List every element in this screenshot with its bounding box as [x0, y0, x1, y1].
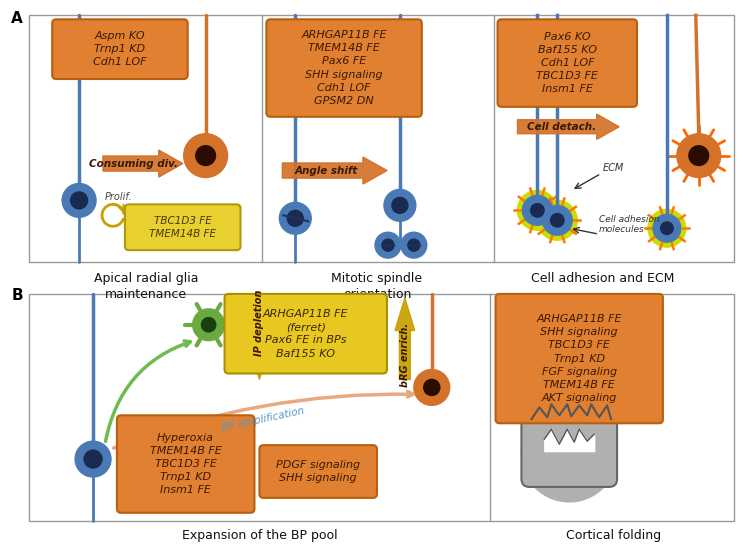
Circle shape — [537, 200, 577, 240]
Text: Pax6 KO
Baf155 KO
Cdh1 LOF
TBC1D3 FE
Insm1 FE: Pax6 KO Baf155 KO Cdh1 LOF TBC1D3 FE Ins… — [536, 32, 598, 95]
Polygon shape — [103, 150, 183, 177]
Circle shape — [62, 184, 96, 217]
Circle shape — [522, 406, 617, 502]
Text: Consuming div.: Consuming div. — [89, 159, 178, 169]
FancyBboxPatch shape — [498, 19, 637, 107]
Circle shape — [84, 450, 102, 468]
Text: Prolif.: Prolif. — [105, 192, 133, 202]
Text: Cell adhesion and ECM: Cell adhesion and ECM — [531, 272, 675, 285]
FancyBboxPatch shape — [259, 445, 377, 498]
Circle shape — [414, 369, 450, 405]
Circle shape — [288, 210, 303, 226]
Circle shape — [542, 205, 572, 235]
Text: TBC1D3 FE
TMEM14B FE: TBC1D3 FE TMEM14B FE — [149, 216, 216, 239]
Text: A: A — [11, 12, 23, 27]
Circle shape — [551, 213, 564, 227]
Text: PDGF signaling
SHH signaling: PDGF signaling SHH signaling — [276, 460, 360, 483]
Circle shape — [531, 204, 544, 217]
Text: Cell detach.: Cell detach. — [527, 122, 596, 132]
Text: Angle shift: Angle shift — [295, 165, 358, 175]
Circle shape — [201, 317, 215, 332]
Text: IP depletion: IP depletion — [254, 289, 265, 356]
Circle shape — [401, 232, 426, 258]
Circle shape — [195, 146, 215, 165]
Polygon shape — [517, 114, 619, 139]
Text: ARHGAP11B FE
TMEM14B FE
Pax6 FE
SHH signaling
Cdh1 LOF
GPSM2 DN: ARHGAP11B FE TMEM14B FE Pax6 FE SHH sign… — [302, 30, 387, 106]
Circle shape — [661, 222, 673, 234]
Text: ARHGAP11B FE
SHH signaling
TBC1D3 FE
Trnp1 KD
FGF signaling
TMEM14B FE
AKT signa: ARHGAP11B FE SHH signaling TBC1D3 FE Trn… — [536, 314, 622, 403]
FancyBboxPatch shape — [267, 19, 422, 117]
Circle shape — [522, 195, 552, 225]
Circle shape — [382, 239, 394, 251]
Circle shape — [384, 190, 416, 221]
Text: Expansion of the BP pool: Expansion of the BP pool — [181, 529, 337, 542]
Polygon shape — [282, 157, 387, 184]
Text: BP amplification: BP amplification — [221, 406, 305, 433]
FancyBboxPatch shape — [224, 294, 387, 373]
Polygon shape — [250, 298, 269, 379]
Text: Cortical folding: Cortical folding — [565, 529, 661, 542]
Circle shape — [648, 210, 686, 247]
Text: B: B — [11, 288, 23, 303]
Circle shape — [279, 202, 311, 234]
Circle shape — [424, 379, 440, 395]
FancyBboxPatch shape — [522, 411, 617, 487]
Text: Aspm KO
Trnp1 KD
Cdh1 LOF: Aspm KO Trnp1 KD Cdh1 LOF — [93, 31, 146, 67]
Circle shape — [392, 197, 408, 213]
Text: Hyperoxia
TMEM14B FE
TBC1D3 FE
Trnp1 KD
Insm1 FE: Hyperoxia TMEM14B FE TBC1D3 FE Trnp1 KD … — [150, 432, 221, 495]
Circle shape — [192, 309, 224, 341]
FancyBboxPatch shape — [29, 294, 733, 521]
Circle shape — [75, 441, 111, 477]
Circle shape — [689, 146, 709, 165]
Circle shape — [677, 134, 721, 178]
Circle shape — [408, 239, 420, 251]
Text: Mitotic spindle
orientation: Mitotic spindle orientation — [331, 272, 423, 301]
FancyBboxPatch shape — [29, 15, 733, 262]
Text: Apical radial glia
maintenance: Apical radial glia maintenance — [94, 272, 198, 301]
Text: bRG enrich.: bRG enrich. — [400, 323, 410, 387]
Text: Cell adhesion
molecules: Cell adhesion molecules — [599, 215, 660, 234]
Circle shape — [71, 192, 88, 209]
Circle shape — [375, 232, 401, 258]
Polygon shape — [395, 298, 415, 379]
Text: ARHGAP11B FE
(ferret)
Pax6 FE in BPs
Baf155 KO: ARHGAP11B FE (ferret) Pax6 FE in BPs Baf… — [263, 309, 348, 358]
FancyBboxPatch shape — [496, 294, 663, 423]
FancyBboxPatch shape — [117, 415, 254, 513]
FancyBboxPatch shape — [52, 19, 188, 79]
Circle shape — [653, 215, 681, 242]
Circle shape — [517, 190, 557, 230]
Circle shape — [184, 134, 227, 178]
FancyBboxPatch shape — [125, 205, 241, 250]
Text: ECM: ECM — [603, 163, 624, 173]
